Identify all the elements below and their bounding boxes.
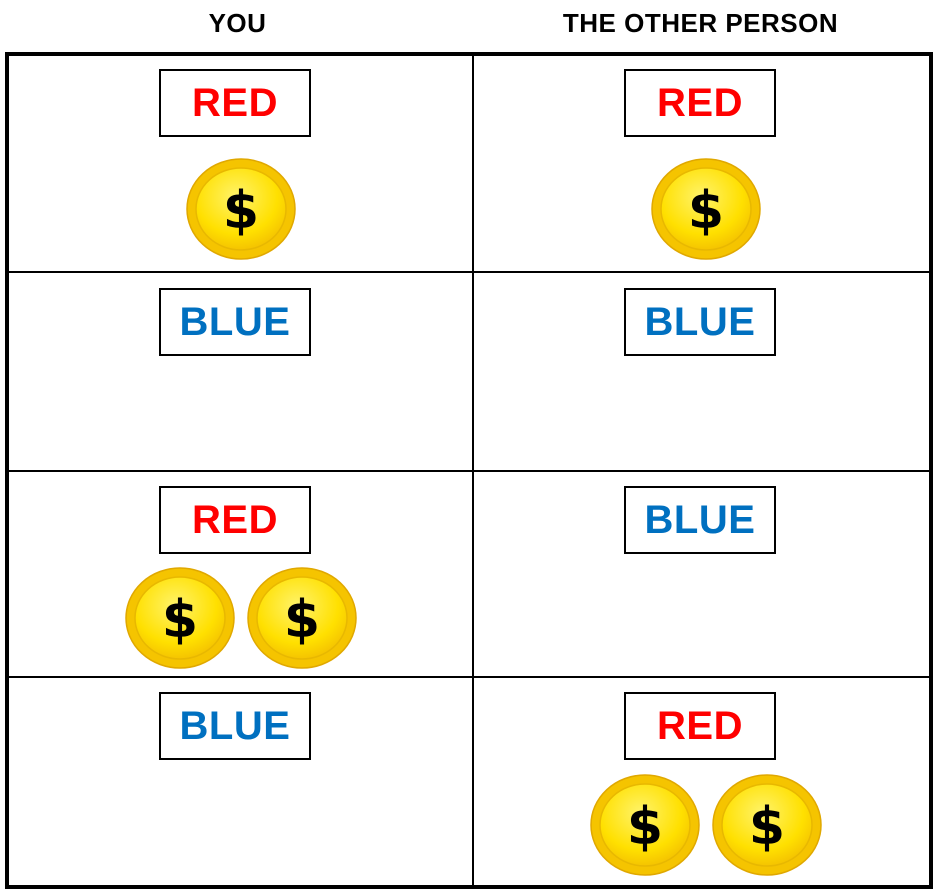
cell-row4-other: RED $ $ [474, 678, 937, 889]
choice-box: RED [624, 69, 776, 137]
dollar-sign: $ [222, 181, 258, 241]
choice-box: RED [624, 692, 776, 760]
dollar-sign: $ [748, 797, 784, 857]
payoff-grid: RED $ RED $ BLUE BLUE RED $ $ BLUE BLUE R… [5, 52, 933, 889]
coin-group: $ $ [9, 566, 472, 670]
cell-row2-you: BLUE [9, 273, 472, 470]
cell-row1-you: RED $ [9, 56, 472, 271]
coin-icon: $ [589, 774, 700, 876]
choice-box: BLUE [159, 692, 311, 760]
coin-icon: $ [246, 567, 357, 669]
header-you: YOU [208, 8, 267, 38]
dollar-sign: $ [283, 590, 319, 650]
dollar-sign: $ [161, 590, 197, 650]
header-other-person: THE OTHER PERSON [562, 8, 839, 38]
choice-box: BLUE [624, 288, 776, 356]
coin-icon: $ [185, 158, 296, 260]
cell-row1-other: RED $ [474, 56, 937, 271]
cell-row3-other: BLUE [474, 472, 937, 676]
cell-row3-you: RED $ $ [9, 472, 472, 676]
cell-row2-other: BLUE [474, 273, 937, 470]
dollar-sign: $ [626, 797, 662, 857]
coin-icon: $ [124, 567, 235, 669]
choice-box: BLUE [159, 288, 311, 356]
choice-box: RED [159, 486, 311, 554]
cell-row4-you: BLUE [9, 678, 472, 889]
choice-box: RED [159, 69, 311, 137]
dollar-sign: $ [687, 181, 723, 241]
row-divider [9, 676, 929, 678]
coin-icon: $ [711, 774, 822, 876]
coin-group: $ $ [474, 773, 937, 877]
coin-group: $ [474, 157, 937, 261]
coin-group: $ [9, 157, 472, 261]
choice-box: BLUE [624, 486, 776, 554]
coin-icon: $ [650, 158, 761, 260]
row-divider [9, 271, 929, 273]
row-divider [9, 470, 929, 472]
